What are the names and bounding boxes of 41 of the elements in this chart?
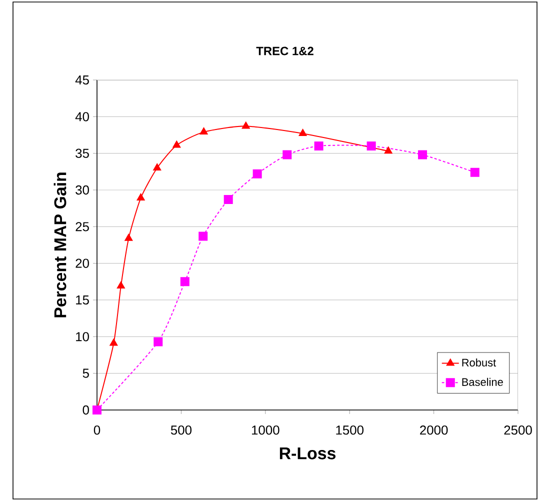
point	[153, 163, 162, 170]
point	[172, 140, 181, 148]
y-tick-label: 5	[82, 368, 89, 378]
point	[470, 168, 480, 177]
point	[252, 169, 262, 178]
point	[298, 129, 307, 136]
y-tick-label: 20	[76, 258, 89, 268]
y-tick-label: 40	[75, 112, 89, 122]
point	[314, 141, 324, 150]
x-tick-label: 0	[94, 426, 100, 435]
point	[282, 150, 292, 160]
y-tick-label: 25	[76, 222, 89, 232]
point	[242, 122, 250, 129]
point	[110, 338, 118, 346]
chart-title: TREC 1&2	[256, 46, 314, 56]
y-tick-label: 35	[76, 148, 89, 158]
x-tick-label: 1000	[252, 426, 280, 435]
x-tick-label: 2500	[504, 426, 532, 435]
point	[116, 282, 125, 289]
point	[366, 141, 376, 150]
point	[418, 150, 428, 160]
x-axis-title: R-Loss	[280, 448, 336, 460]
point	[224, 195, 233, 204]
y-tick-label: 45	[75, 75, 89, 85]
point	[124, 234, 133, 241]
point	[200, 128, 208, 135]
point	[180, 277, 190, 286]
legend-label: Robust	[462, 358, 496, 367]
y-tick-label: 30	[76, 185, 89, 195]
y-axis-title: Percent MAP Gain	[54, 172, 66, 318]
y-tick-label: 15	[76, 295, 89, 305]
x-tick-label: 1500	[336, 426, 364, 435]
point	[154, 337, 163, 346]
point	[136, 194, 145, 201]
legend-label: Baseline	[462, 378, 503, 386]
x-tick-label: 2000	[420, 426, 448, 435]
x-tick-label: 500	[170, 426, 192, 435]
point	[384, 146, 392, 154]
y-tick-label: 0	[82, 405, 89, 415]
y-tick-label: 10	[76, 332, 89, 342]
point	[198, 232, 208, 241]
